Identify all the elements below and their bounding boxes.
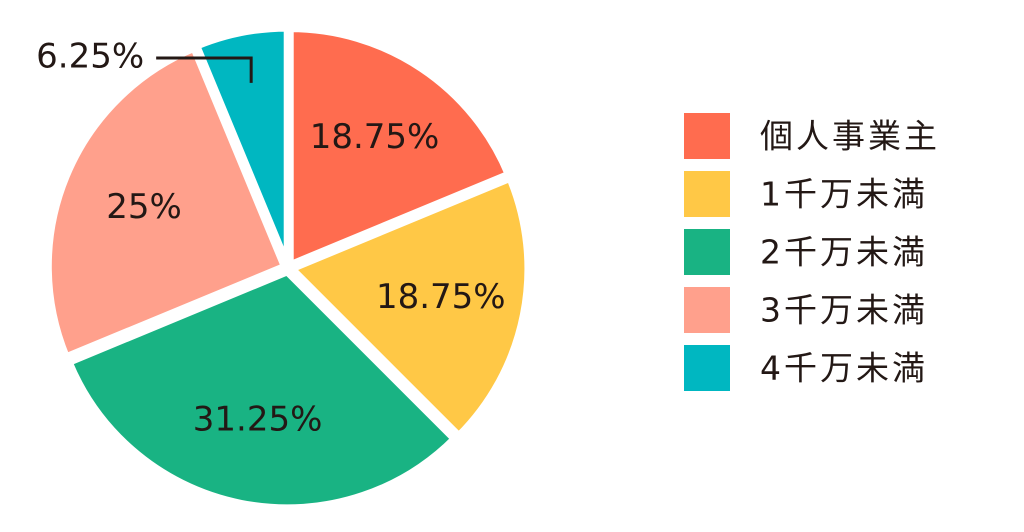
legend-swatch <box>684 171 730 217</box>
legend-label: 2千万未満 <box>760 233 928 272</box>
legend-swatch <box>684 345 730 391</box>
slice-label: 25% <box>106 187 182 227</box>
legend-label: 4千万未満 <box>760 349 928 388</box>
legend-swatch <box>684 287 730 333</box>
legend-swatch <box>684 113 730 159</box>
slice-label: 6.25% <box>36 37 144 77</box>
slice-label: 31.25% <box>193 399 323 439</box>
legend-label: 1千万未満 <box>760 175 928 214</box>
pie-slice <box>286 25 513 270</box>
slice-label: 18.75% <box>376 277 506 317</box>
pie-slice <box>192 24 291 266</box>
slice-label: 18.75% <box>310 117 440 157</box>
leader-line <box>156 56 253 83</box>
legend-label: 3千万未満 <box>760 291 928 330</box>
legend-swatch <box>684 229 730 275</box>
pie-slice <box>44 43 289 362</box>
pie-slice <box>285 173 532 441</box>
pie-slice <box>64 267 460 512</box>
legend-label: 個人事業主 <box>760 117 940 156</box>
